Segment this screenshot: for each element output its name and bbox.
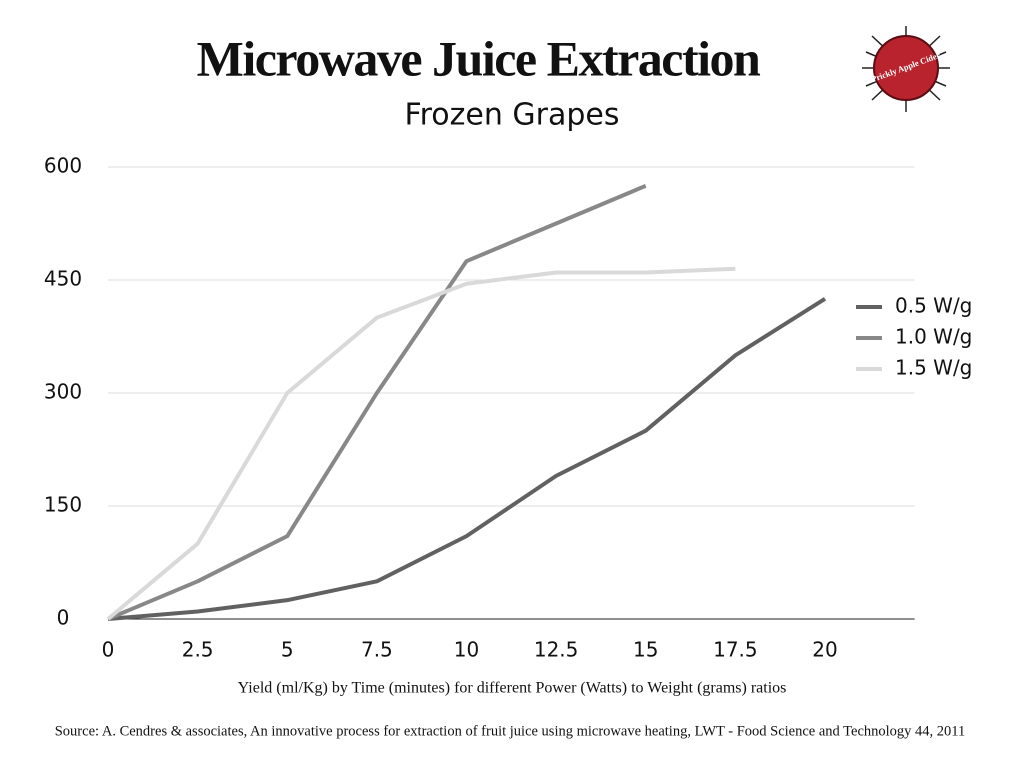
x-axis-label: Yield (ml/Kg) by Time (minutes) for diff… bbox=[238, 680, 787, 697]
x-tick-label: 7.5 bbox=[361, 638, 393, 662]
x-tick-label: 2.5 bbox=[182, 638, 214, 662]
y-tick-label: 600 bbox=[44, 154, 82, 178]
x-tick-label: 20 bbox=[812, 638, 837, 662]
source: Source: A. Cendres & associates, An inno… bbox=[55, 723, 966, 739]
chart-title: Microwave Juice Extraction bbox=[197, 30, 761, 86]
x-tick-label: 15 bbox=[633, 638, 658, 662]
series-line bbox=[107, 183, 647, 621]
series-line bbox=[107, 297, 827, 621]
y-tick-label: 0 bbox=[57, 606, 70, 630]
y-tick-label: 150 bbox=[44, 493, 82, 517]
y-tick-label: 300 bbox=[44, 380, 82, 404]
legend-label: 1.5 W/g bbox=[895, 356, 972, 380]
x-tick-label: 5 bbox=[281, 638, 294, 662]
y-tick-label: 450 bbox=[44, 267, 82, 291]
logo: Prickly Apple Cider bbox=[862, 26, 950, 112]
x-tick-label: 0 bbox=[102, 638, 115, 662]
x-tick-label: 12.5 bbox=[534, 638, 579, 662]
x-tick-label: 17.5 bbox=[713, 638, 758, 662]
chart-subtitle: Frozen Grapes bbox=[405, 98, 620, 133]
legend-label: 1.0 W/g bbox=[895, 325, 972, 349]
legend-label: 0.5 W/g bbox=[895, 294, 972, 318]
x-tick-label: 10 bbox=[454, 638, 479, 662]
series-line bbox=[106, 266, 736, 621]
